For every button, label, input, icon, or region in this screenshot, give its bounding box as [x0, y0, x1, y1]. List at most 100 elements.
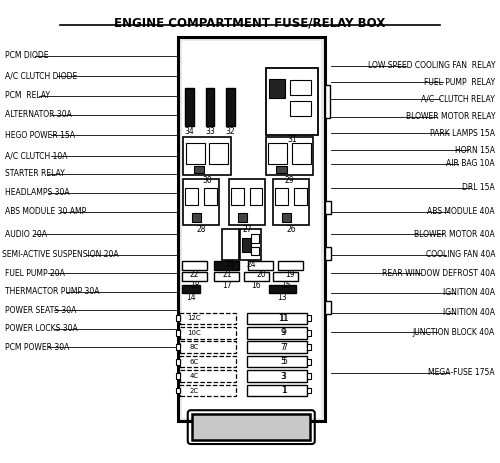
Text: STARTER RELAY: STARTER RELAY: [5, 169, 65, 178]
Text: AIR BAG 10A: AIR BAG 10A: [446, 159, 495, 169]
Bar: [180, 313, 236, 324]
Bar: [247, 356, 308, 368]
Bar: [186, 143, 204, 164]
Text: 29: 29: [285, 175, 294, 185]
Text: 5: 5: [280, 357, 285, 366]
Bar: [290, 80, 312, 94]
Bar: [182, 261, 207, 269]
Text: POWER SEATS 30A: POWER SEATS 30A: [5, 306, 76, 315]
Bar: [308, 315, 312, 321]
Bar: [214, 261, 240, 269]
Text: PCM  RELAY: PCM RELAY: [5, 91, 50, 100]
Text: BLOWER MOTOR RELAY: BLOWER MOTOR RELAY: [406, 112, 495, 121]
Bar: [274, 272, 298, 281]
Text: 9: 9: [282, 328, 287, 338]
Bar: [292, 143, 311, 164]
Text: LOW SPEED COOLING FAN  RELAY: LOW SPEED COOLING FAN RELAY: [368, 61, 495, 70]
Text: PCM POWER 30A: PCM POWER 30A: [5, 343, 70, 352]
Bar: [180, 327, 236, 338]
Bar: [268, 79, 285, 98]
Bar: [269, 285, 295, 293]
Bar: [222, 229, 239, 260]
Bar: [247, 370, 308, 382]
Bar: [308, 330, 312, 336]
Bar: [204, 188, 216, 205]
Text: 24: 24: [246, 260, 256, 269]
Text: POWER LOCKS 30A: POWER LOCKS 30A: [5, 324, 78, 333]
Bar: [250, 188, 262, 205]
Text: 20: 20: [256, 269, 266, 279]
Text: 11: 11: [280, 314, 289, 323]
Bar: [325, 85, 330, 118]
Bar: [276, 166, 287, 174]
Text: SEMI-ACTIVE SUSPENSION 20A: SEMI-ACTIVE SUSPENSION 20A: [2, 250, 119, 259]
Text: HORN 15A: HORN 15A: [455, 145, 495, 155]
Text: 3: 3: [280, 372, 285, 381]
Text: 16: 16: [252, 281, 261, 290]
Text: A/C  CLUTCH RELAY: A/C CLUTCH RELAY: [421, 94, 495, 104]
Bar: [226, 88, 235, 126]
Bar: [231, 188, 243, 205]
Bar: [176, 388, 180, 394]
Bar: [185, 188, 198, 205]
Bar: [176, 344, 180, 350]
Bar: [325, 201, 331, 214]
Bar: [240, 229, 262, 260]
Text: 1: 1: [280, 386, 285, 395]
Bar: [176, 359, 180, 364]
Text: JUNCTION BLOCK 40A: JUNCTION BLOCK 40A: [413, 328, 495, 337]
Bar: [266, 137, 313, 175]
Bar: [176, 315, 180, 321]
Bar: [180, 342, 236, 353]
Text: 2C: 2C: [190, 388, 199, 394]
Text: HEADLAMPS 30A: HEADLAMPS 30A: [5, 188, 70, 197]
Bar: [180, 356, 236, 368]
Bar: [274, 179, 309, 225]
Text: 32: 32: [226, 127, 235, 136]
Bar: [290, 101, 312, 116]
Text: 12C: 12C: [188, 315, 202, 321]
Bar: [308, 388, 312, 394]
Bar: [242, 238, 250, 252]
Bar: [275, 188, 288, 205]
Text: 21: 21: [222, 269, 232, 279]
Text: 4C: 4C: [190, 373, 199, 379]
Bar: [308, 344, 312, 350]
Text: THERMACTOR PUMP 30A: THERMACTOR PUMP 30A: [5, 287, 100, 296]
Text: MEGA-FUSE 175A: MEGA-FUSE 175A: [428, 368, 495, 377]
Text: FUEL PUMP  RELAY: FUEL PUMP RELAY: [424, 78, 495, 87]
Bar: [251, 247, 260, 255]
Text: 15: 15: [281, 281, 290, 290]
Text: PCM DIODE: PCM DIODE: [5, 51, 49, 60]
Bar: [192, 213, 201, 222]
Text: REAR WINDOW DEFROST 40A: REAR WINDOW DEFROST 40A: [382, 269, 495, 278]
Bar: [184, 137, 230, 175]
Bar: [178, 37, 325, 421]
Bar: [238, 213, 247, 222]
Bar: [247, 342, 308, 353]
Text: 19: 19: [286, 269, 295, 279]
Bar: [182, 41, 321, 418]
Bar: [206, 88, 214, 126]
Text: 26: 26: [286, 225, 296, 234]
Bar: [176, 373, 180, 379]
Bar: [180, 385, 236, 396]
Bar: [278, 261, 303, 269]
Text: 1: 1: [282, 386, 286, 395]
Bar: [325, 247, 331, 260]
Bar: [247, 313, 308, 324]
Text: 33: 33: [205, 127, 215, 136]
Bar: [182, 285, 200, 293]
Text: COOLING FAN 40A: COOLING FAN 40A: [426, 250, 495, 259]
Text: A/C CLUTCH DIODE: A/C CLUTCH DIODE: [5, 72, 77, 81]
Bar: [244, 272, 269, 281]
Text: 34: 34: [184, 127, 194, 136]
Bar: [184, 179, 219, 225]
Text: 7: 7: [280, 343, 285, 352]
Bar: [229, 179, 264, 225]
Text: 7: 7: [282, 343, 287, 352]
Bar: [247, 385, 308, 396]
Text: 11: 11: [278, 314, 288, 323]
Text: HEGO POWER 15A: HEGO POWER 15A: [5, 131, 75, 140]
Bar: [308, 359, 312, 364]
